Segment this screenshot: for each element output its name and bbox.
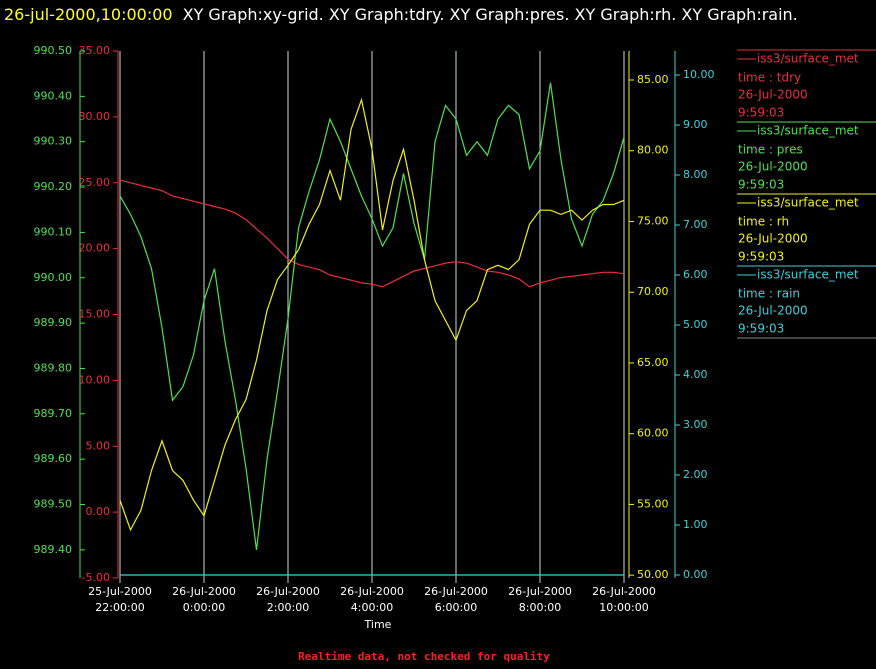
header: 26-jul-2000,10:00:00 XY Graph:xy-grid. XY…: [4, 2, 864, 27]
legend-label: time : rain: [738, 287, 800, 301]
y-tick-label: 30.00: [79, 110, 111, 123]
y-tick-label: 4.00: [683, 368, 708, 381]
x-tick-label: 10:00:00: [599, 601, 648, 614]
y-tick-label: 65.00: [637, 356, 669, 369]
data-line: [119, 82, 625, 550]
legend-time: 9:59:03: [738, 106, 784, 120]
x-tick-label: 4:00:00: [351, 601, 393, 614]
footer: Realtime data, not checked for quality: [298, 650, 550, 663]
y-tick-label: 25.00: [79, 176, 111, 189]
legend-name: iss3/surface_met: [757, 52, 859, 66]
y-tick-label: 15.00: [79, 308, 111, 321]
y-tick-label: 5.00: [683, 318, 708, 331]
legend-label: time : rh: [738, 215, 789, 229]
y-tick-label: 75.00: [637, 214, 669, 227]
legend-label: time : pres: [738, 143, 803, 157]
y-tick-label: 6.00: [683, 268, 708, 281]
legend-time: 9:59:03: [738, 178, 784, 192]
x-tick-label: 26-Jul-2000: [424, 585, 488, 598]
y-tick-label: 7.00: [683, 218, 708, 231]
x-tick-label: 26-Jul-2000: [508, 585, 572, 598]
x-tick-label: 6:00:00: [435, 601, 477, 614]
data-line: [119, 179, 625, 288]
y-tick-label: 60.00: [637, 427, 669, 440]
y-tick-label: 80.00: [637, 144, 669, 157]
legend-date: 26-Jul-2000: [738, 160, 808, 174]
y-tick-label: 70.00: [637, 285, 669, 298]
x-tick-label: 26-Jul-2000: [592, 585, 656, 598]
y-tick-label: 9.00: [683, 118, 708, 131]
x-tick-label: 25-Jul-2000: [88, 585, 152, 598]
legend-name: iss3/surface_met: [757, 268, 859, 282]
y-tick-label: 55.00: [637, 497, 669, 510]
y-tick-label: 989.40: [34, 543, 73, 556]
y-tick-label: 990.10: [34, 225, 73, 238]
x-tick-label: 22:00:00: [95, 601, 144, 614]
x-axis-label: Time: [364, 618, 392, 631]
y-tick-label: 990.20: [34, 180, 73, 193]
x-tick-label: 2:00:00: [267, 601, 309, 614]
y-tick-label: 10.00: [79, 373, 111, 386]
x-tick-label: 26-Jul-2000: [172, 585, 236, 598]
y-tick-label: 0.00: [683, 568, 708, 581]
y-tick-label: 990.50: [34, 44, 73, 57]
y-tick-label: 989.90: [34, 316, 73, 329]
legend-date: 26-Jul-2000: [738, 88, 808, 102]
legend-name: iss3/surface_met: [757, 196, 859, 210]
legend-label: time : tdry: [738, 71, 801, 85]
y-tick-label: 990.30: [34, 135, 73, 148]
y-tick-label: 989.70: [34, 407, 73, 420]
y-tick-label: 50.00: [637, 568, 669, 581]
y-tick-label: 0.00: [86, 505, 111, 518]
y-tick-label: 5.00: [86, 439, 111, 452]
y-tick-label: -5.00: [82, 571, 110, 584]
y-tick-label: 990.00: [34, 271, 73, 284]
legend-name: iss3/surface_met: [757, 124, 859, 138]
legend-time: 9:59:03: [738, 322, 784, 336]
y-tick-label: 990.40: [34, 89, 73, 102]
title: 26-jul-2000,10:00:00: [4, 5, 173, 24]
y-tick-label: 10.00: [683, 68, 715, 81]
y-tick-label: 8.00: [683, 168, 708, 181]
y-tick-label: 989.50: [34, 498, 73, 511]
y-tick-label: 989.60: [34, 452, 73, 465]
data-line: [119, 97, 625, 532]
legend-date: 26-Jul-2000: [738, 232, 808, 246]
legend-time: 9:59:03: [738, 250, 784, 264]
y-tick-label: 1.00: [683, 518, 708, 531]
y-tick-label: 35.00: [79, 44, 111, 57]
legend-date: 26-Jul-2000: [738, 304, 808, 318]
y-tick-label: 2.00: [683, 468, 708, 481]
y-tick-label: 20.00: [79, 242, 111, 255]
x-tick-label: 26-Jul-2000: [340, 585, 404, 598]
x-tick-label: 0:00:00: [183, 601, 225, 614]
y-tick-label: 85.00: [637, 73, 669, 86]
y-tick-label: 3.00: [683, 418, 708, 431]
subtitle: XY Graph:xy-grid. XY Graph:tdry. XY Grap…: [182, 5, 798, 24]
y-tick-label: 989.80: [34, 361, 73, 374]
x-tick-label: 26-Jul-2000: [256, 585, 320, 598]
x-tick-label: 8:00:00: [519, 601, 561, 614]
